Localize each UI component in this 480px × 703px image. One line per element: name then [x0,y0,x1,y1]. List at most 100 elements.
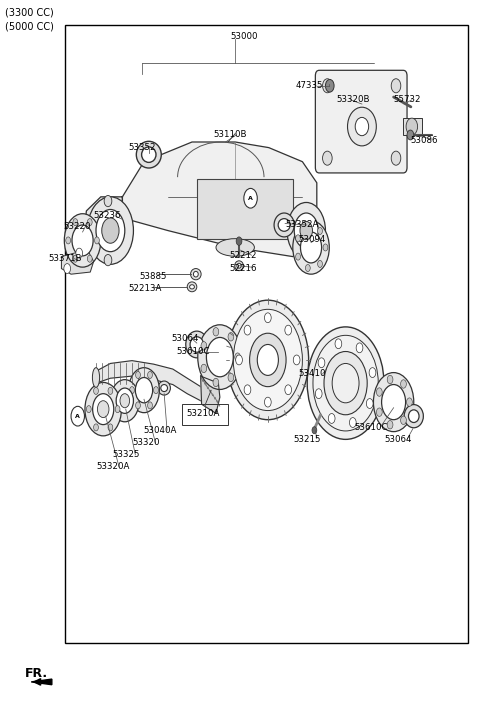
Text: 55732: 55732 [394,96,421,104]
Circle shape [401,380,407,388]
Ellipse shape [191,269,201,280]
Circle shape [72,225,93,256]
Circle shape [73,255,78,262]
Text: 53325: 53325 [113,451,140,459]
Circle shape [154,387,158,394]
Circle shape [318,358,325,368]
Circle shape [87,255,92,262]
Circle shape [296,235,300,242]
Circle shape [102,218,119,243]
Text: 53236: 53236 [94,212,121,220]
Circle shape [293,355,300,365]
Circle shape [94,387,98,394]
Circle shape [264,313,271,323]
Circle shape [318,260,323,267]
Circle shape [401,416,407,425]
Text: 53220: 53220 [64,222,91,231]
Circle shape [148,402,153,409]
Circle shape [328,413,335,423]
Circle shape [264,397,271,407]
Circle shape [198,325,242,389]
Polygon shape [96,361,201,401]
Text: 53610C: 53610C [177,347,210,356]
Ellipse shape [408,410,419,423]
Circle shape [315,389,322,399]
Circle shape [148,371,153,378]
Circle shape [305,264,310,271]
Circle shape [391,151,401,165]
Text: FR.: FR. [25,667,48,680]
Circle shape [257,344,278,375]
Ellipse shape [348,108,376,146]
Text: 53000: 53000 [230,32,258,41]
Ellipse shape [274,213,294,237]
Circle shape [228,373,234,382]
Circle shape [96,209,125,252]
Circle shape [307,327,384,439]
Circle shape [94,424,98,431]
Text: 53885: 53885 [139,272,167,280]
Circle shape [129,368,159,413]
Circle shape [369,368,376,378]
Circle shape [86,406,91,413]
Circle shape [130,387,134,394]
Circle shape [201,342,207,350]
Circle shape [233,309,302,411]
Text: A: A [248,195,253,201]
Text: (3300 CC)
(5000 CC): (3300 CC) (5000 CC) [5,7,54,31]
Circle shape [76,248,83,258]
Polygon shape [84,197,122,247]
Text: A: A [75,413,80,419]
Circle shape [406,118,418,135]
Circle shape [135,371,140,378]
Circle shape [285,385,291,394]
Circle shape [323,151,332,165]
Circle shape [324,352,367,415]
Circle shape [73,219,78,226]
Circle shape [244,385,251,394]
Circle shape [110,380,139,422]
Circle shape [120,394,130,408]
Circle shape [213,328,219,336]
Text: 47335: 47335 [295,82,323,90]
Circle shape [66,237,71,244]
Circle shape [228,333,234,341]
Text: 53320: 53320 [132,439,159,447]
Ellipse shape [355,117,369,136]
Ellipse shape [193,271,198,277]
Ellipse shape [190,285,194,289]
Circle shape [227,300,309,420]
Bar [403,118,422,135]
Circle shape [382,385,406,420]
Circle shape [87,219,92,226]
Ellipse shape [158,381,170,395]
Circle shape [387,375,393,384]
Text: 52216: 52216 [229,264,257,273]
Circle shape [135,378,153,403]
Text: 53110B: 53110B [214,131,247,139]
Circle shape [201,364,207,373]
Circle shape [87,197,133,264]
Circle shape [294,213,318,248]
Text: 53086: 53086 [410,136,438,145]
Ellipse shape [186,331,208,358]
Circle shape [104,195,112,207]
Circle shape [313,335,378,431]
Circle shape [312,427,317,434]
Circle shape [356,343,363,353]
Circle shape [296,253,300,260]
Circle shape [97,401,109,418]
Circle shape [108,424,113,431]
Circle shape [235,353,240,361]
Ellipse shape [92,368,100,387]
Polygon shape [122,142,317,257]
Circle shape [213,378,219,387]
Ellipse shape [237,263,241,268]
Circle shape [285,325,291,335]
Circle shape [287,202,325,259]
FancyBboxPatch shape [315,70,407,173]
Ellipse shape [161,385,168,392]
Circle shape [85,382,121,436]
Circle shape [244,325,251,335]
Circle shape [250,333,286,387]
